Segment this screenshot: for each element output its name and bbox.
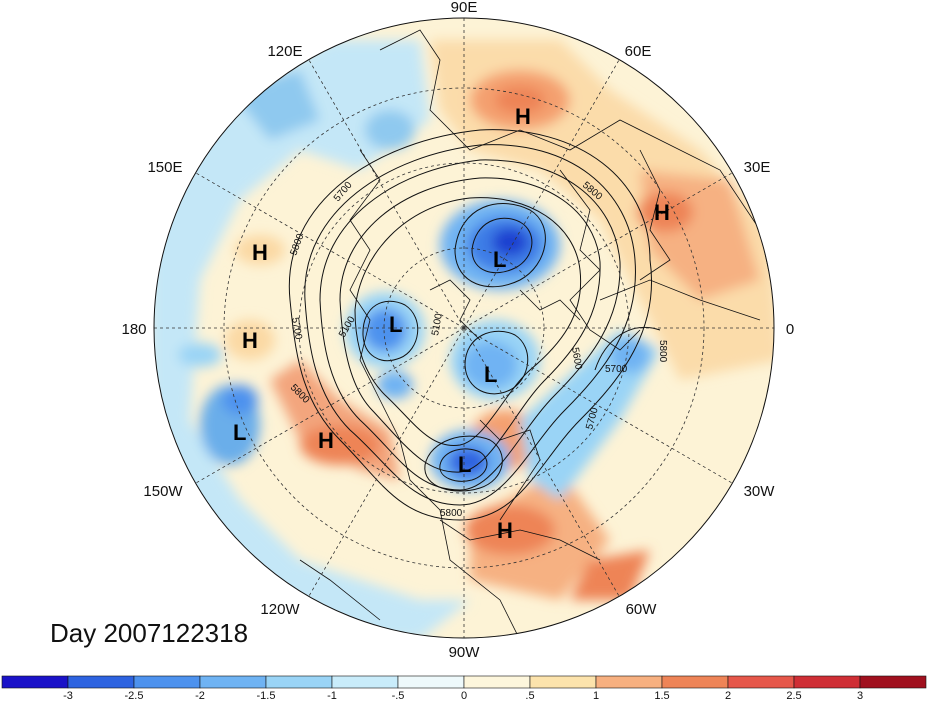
colorbar-tick-label: -1.5 <box>257 690 276 702</box>
colorbar-tick-label: 3 <box>857 690 863 702</box>
colorbar: -3 -2.5 -2 -1.5 -1 -.5 0 .5 1 1.5 2 2.5 3 <box>1 675 927 702</box>
height-contours <box>288 129 661 521</box>
anomaly-shading <box>154 18 774 638</box>
lat-lon-grid <box>154 18 774 638</box>
longitude-label: 30E <box>744 159 771 176</box>
longitude-label: 30W <box>744 483 776 500</box>
colorbar-tick-label: -2.5 <box>125 690 144 702</box>
contour-label: 5600 <box>569 347 584 371</box>
colorbar-tick-label: 0 <box>461 690 467 702</box>
colorbar-swatch <box>859 675 927 689</box>
contour-label: 5100 <box>430 312 445 336</box>
colorbar-swatch <box>529 675 597 689</box>
high-pressure-marker: H <box>318 428 334 453</box>
longitude-labels: 90E 60E 30E 0 30W 60W 90W 120W 150W 180 … <box>121 0 794 661</box>
colorbar-swatch <box>67 675 135 689</box>
colorbar-swatch <box>727 675 795 689</box>
colorbar-swatch <box>463 675 531 689</box>
colorbar-tick-label: 2 <box>725 690 731 702</box>
colorbar-tick-label: -1 <box>327 690 337 702</box>
longitude-label: 0 <box>786 321 794 338</box>
contour-label: 5700 <box>605 364 628 375</box>
colorbar-tick-label: 2.5 <box>786 690 801 702</box>
longitude-label: 90E <box>451 0 478 16</box>
colorbar-swatch <box>331 675 399 689</box>
longitude-label: 150W <box>143 483 183 500</box>
colorbar-swatch <box>397 675 465 689</box>
colorbar-tick-label: 1 <box>593 690 599 702</box>
colorbar-tick-label: 1.5 <box>654 690 669 702</box>
longitude-label: 60E <box>625 43 652 60</box>
high-pressure-marker: H <box>242 328 258 353</box>
low-pressure-marker: L <box>233 420 246 445</box>
colorbar-tick-label: .5 <box>525 690 534 702</box>
longitude-label: 60W <box>626 601 658 618</box>
colorbar-swatch <box>661 675 729 689</box>
low-pressure-marker: L <box>484 362 497 387</box>
colorbar-swatch <box>133 675 201 689</box>
high-pressure-marker: H <box>515 104 531 129</box>
longitude-label: 120W <box>260 601 300 618</box>
longitude-label: 120E <box>267 43 302 60</box>
colorbar-swatch <box>265 675 333 689</box>
high-pressure-marker: H <box>497 518 513 543</box>
timestamp-label: Day 2007122318 <box>50 618 249 648</box>
low-pressure-marker: L <box>458 452 471 477</box>
colorbar-tick-label: -.5 <box>392 690 405 702</box>
colorbar-tick-label: -3 <box>63 690 73 702</box>
contour-label: 5700 <box>289 317 304 341</box>
high-pressure-marker: H <box>252 240 268 265</box>
longitude-label: 90W <box>449 644 481 661</box>
pressure-centers: H H H H H H L L L L L <box>233 104 670 543</box>
contour-label: 5800 <box>657 340 668 363</box>
low-pressure-marker: L <box>493 247 506 272</box>
contour-label: 5800 <box>440 508 463 519</box>
low-pressure-marker: L <box>389 312 402 337</box>
colorbar-swatch <box>1 675 69 689</box>
colorbar-tick-label: -2 <box>195 690 205 702</box>
coastlines <box>299 29 774 638</box>
colorbar-swatch <box>199 675 267 689</box>
colorbar-swatch <box>595 675 663 689</box>
high-pressure-marker: H <box>654 200 670 225</box>
colorbar-swatch <box>793 675 861 689</box>
longitude-label: 180 <box>121 321 146 338</box>
longitude-label: 150E <box>147 159 182 176</box>
map-boundary <box>153 17 775 639</box>
